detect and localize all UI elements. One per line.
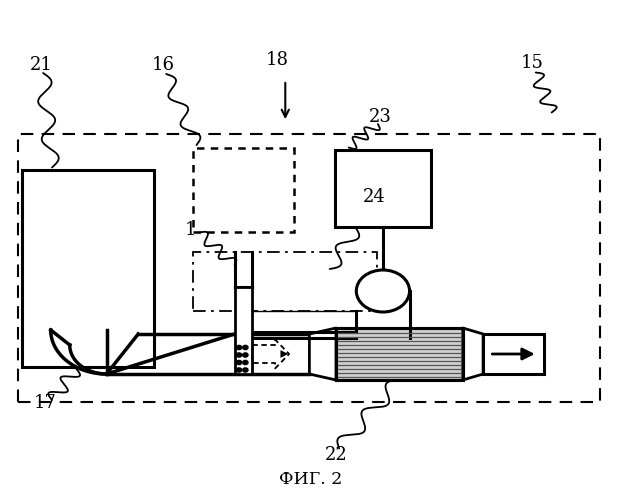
Circle shape [236,346,242,350]
Circle shape [356,270,410,312]
Circle shape [236,360,242,364]
Bar [18,134,600,402]
Text: 15: 15 [521,54,544,72]
Text: 16: 16 [152,56,175,74]
Bar [235,286,252,374]
Text: 23: 23 [369,108,392,126]
Text: 1: 1 [184,221,196,239]
Text: ФИГ. 2: ФИГ. 2 [279,470,342,488]
Text: 24: 24 [363,188,385,206]
Text: 21: 21 [30,56,53,74]
Bar [335,150,431,227]
Text: 22: 22 [325,446,347,464]
Bar [193,148,294,232]
Polygon shape [309,328,336,380]
Circle shape [243,353,248,357]
Circle shape [243,346,248,350]
Bar [336,328,463,380]
Bar [336,328,463,380]
Polygon shape [463,328,483,380]
Bar [22,170,154,366]
Bar [193,252,377,311]
Bar [483,334,544,374]
Circle shape [243,360,248,364]
Text: 18: 18 [266,51,289,69]
Circle shape [236,368,242,372]
Circle shape [236,353,242,357]
Circle shape [243,368,248,372]
Text: 17: 17 [34,394,57,411]
